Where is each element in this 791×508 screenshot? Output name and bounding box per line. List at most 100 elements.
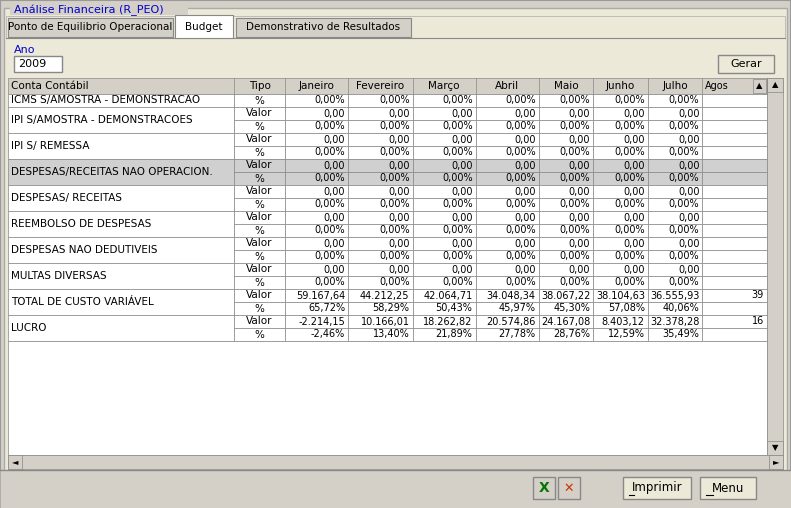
Bar [539,328,593,341]
Bar [348,94,413,107]
Text: 0,00%: 0,00% [505,226,536,236]
Text: %: % [255,303,264,313]
Bar [648,289,702,302]
Text: 34.048,34: 34.048,34 [486,291,536,301]
Text: 28,76%: 28,76% [553,330,590,339]
Bar [700,477,756,499]
Bar [767,441,783,455]
Text: 0,00%: 0,00% [442,147,472,157]
Text: %: % [255,200,264,209]
Bar [234,302,285,315]
Bar [234,185,285,198]
Text: %: % [255,277,264,288]
Bar [593,159,648,172]
Text: 65,72%: 65,72% [308,303,345,313]
Bar [593,211,648,224]
Bar [176,37,232,39]
Text: 0,00: 0,00 [388,109,410,118]
Text: 38.067,22: 38.067,22 [541,291,590,301]
Bar [593,289,648,302]
Bar [413,328,475,341]
Bar [413,263,475,276]
Bar [348,107,413,120]
Bar [648,133,702,146]
Bar [348,276,413,289]
Bar [593,315,648,328]
Text: -2.214,15: -2.214,15 [298,316,345,327]
Bar [348,185,413,198]
Text: 12,59%: 12,59% [607,330,645,339]
Text: 0,00%: 0,00% [559,174,590,183]
Bar [475,211,539,224]
Bar [348,263,413,276]
Text: ▼: ▼ [772,443,778,453]
Bar [285,94,348,107]
Bar [234,276,285,289]
Bar [539,198,593,211]
Bar [593,224,648,237]
Bar [413,276,475,289]
Text: 10.166,01: 10.166,01 [361,316,410,327]
Text: 0,00%: 0,00% [442,277,472,288]
Bar [234,198,285,211]
Bar [348,328,413,341]
Bar [702,198,767,211]
Bar [769,455,783,469]
Bar [648,172,702,185]
Bar [348,198,413,211]
Bar [539,237,593,250]
Bar [593,263,648,276]
Text: Valor: Valor [246,265,273,274]
Bar [593,172,648,185]
Text: 0,00%: 0,00% [379,226,410,236]
Text: %: % [255,174,264,183]
Text: 0,00%: 0,00% [314,174,345,183]
Text: 0,00: 0,00 [324,109,345,118]
Text: Janeiro: Janeiro [298,81,335,91]
Text: %: % [255,226,264,236]
Bar [648,120,702,133]
Bar [648,146,702,159]
Bar [648,107,702,120]
Text: 0,00%: 0,00% [559,96,590,106]
Text: 0,00: 0,00 [388,238,410,248]
Bar [413,289,475,302]
Text: LUCRO: LUCRO [11,323,47,333]
Bar [234,263,285,276]
Text: 0,00%: 0,00% [559,121,590,132]
Text: Fevereiro: Fevereiro [356,81,404,91]
Bar [285,237,348,250]
Bar [413,120,475,133]
Text: Valor: Valor [246,212,273,223]
Bar [285,198,348,211]
Bar [234,107,285,120]
Text: 0,00%: 0,00% [615,200,645,209]
Text: Análise Financeira (R_PEO): Análise Financeira (R_PEO) [14,4,164,16]
Text: 0,00: 0,00 [623,238,645,248]
Text: 0,00: 0,00 [678,238,699,248]
Bar [8,455,783,469]
Bar [234,159,285,172]
Bar [285,146,348,159]
Bar [8,107,234,133]
Bar [539,289,593,302]
Bar [8,341,767,455]
Text: Valor: Valor [246,109,273,118]
Text: Conta Contábil: Conta Contábil [11,81,89,91]
Text: 0,00: 0,00 [569,265,590,274]
Text: 0,00: 0,00 [388,161,410,171]
Text: 0,00%: 0,00% [379,147,410,157]
Text: 57,08%: 57,08% [607,303,645,313]
Text: 0,00: 0,00 [678,265,699,274]
Text: 0,00%: 0,00% [314,277,345,288]
Text: 38.104,63: 38.104,63 [596,291,645,301]
Text: 44.212,25: 44.212,25 [360,291,410,301]
Text: ◄: ◄ [12,458,18,466]
Text: 0,00: 0,00 [324,212,345,223]
Bar [648,224,702,237]
Text: 24.167,08: 24.167,08 [541,316,590,327]
Bar [539,185,593,198]
Text: ✕: ✕ [564,482,574,494]
Text: 45,97%: 45,97% [498,303,536,313]
Bar [539,211,593,224]
